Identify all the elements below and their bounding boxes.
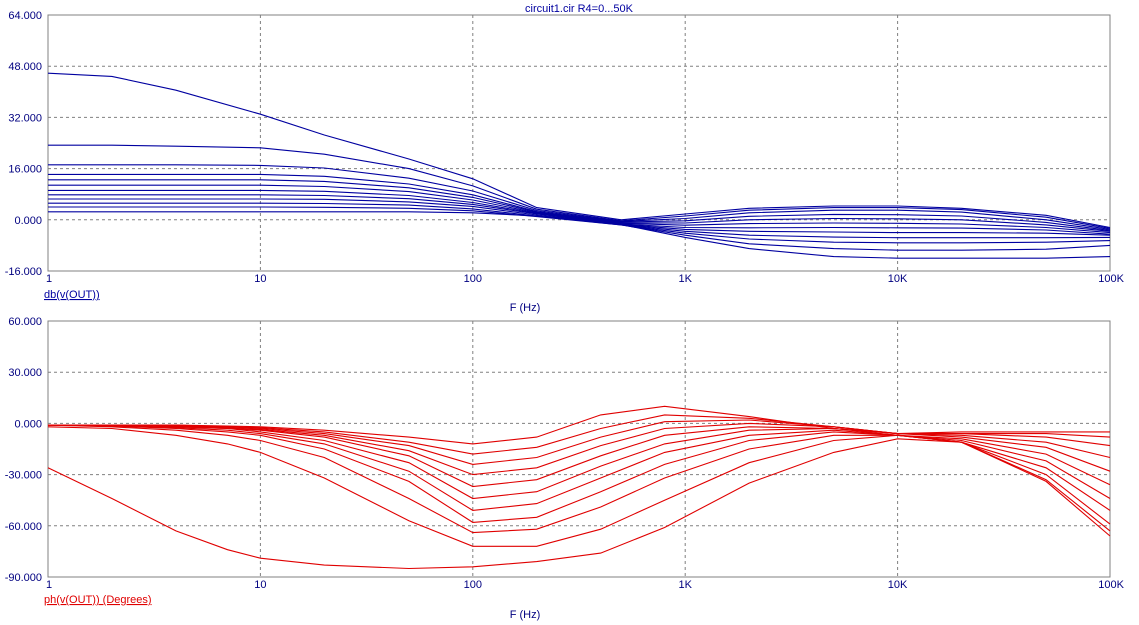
phase-series [47, 405, 1111, 570]
magnitude-curve-7 [48, 184, 1111, 234]
phase-y-tick-label: -60.000 [5, 521, 42, 533]
magnitude-curve-4 [48, 198, 1111, 239]
phase-curve-3 [48, 419, 1111, 465]
magnitude-y-tick-labels: 64.000 48.000 32.000 16.000 0.000 -16.000 [5, 10, 42, 278]
magnitude-y-tick-label: 48.000 [8, 61, 42, 73]
magnitude-y-axis-label[interactable]: db(v(OUT)) [44, 289, 100, 301]
magnitude-x-tick-label: 1K [678, 273, 692, 285]
magnitude-x-tick-label: 1 [46, 273, 52, 285]
phase-x-tick-label: 1K [678, 579, 692, 591]
phase-x-axis-label: F (Hz) [510, 609, 541, 621]
magnitude-x-axis-label: F (Hz) [510, 302, 541, 314]
magnitude-y-tick-label: 16.000 [8, 164, 42, 176]
magnitude-series [47, 72, 1111, 259]
magnitude-plot-frame [47, 14, 1111, 272]
phase-y-tick-label: 60.000 [8, 316, 42, 328]
magnitude-x-tick-labels: 1 10 100 1K 10K 100K [46, 273, 1125, 285]
magnitude-x-tick-label: 10 [254, 273, 266, 285]
magnitude-curve-8 [48, 179, 1111, 232]
phase-curve-7 [47, 424, 1111, 511]
phase-x-tick-label: 100 [464, 579, 482, 591]
magnitude-x-tick-label: 10K [888, 273, 908, 285]
chart-title: circuit1.cir R4=0...50K [525, 3, 634, 15]
phase-y-tick-labels: 60.000 30.000 0.000 -30.000 -60.000 -90.000 [5, 316, 42, 584]
magnitude-curve-10 [48, 164, 1111, 230]
magnitude-y-tick-label: 0.000 [14, 215, 42, 227]
phase-y-tick-label: 30.000 [8, 367, 42, 379]
phase-x-tick-label: 100K [1098, 579, 1124, 591]
magnitude-curve-11 [48, 144, 1111, 229]
phase-y-tick-label: -30.000 [5, 470, 42, 482]
phase-x-tick-label: 10 [254, 579, 266, 591]
magnitude-y-tick-label: 32.000 [8, 112, 42, 124]
magnitude-curve-6 [48, 189, 1111, 235]
phase-curve-4 [48, 422, 1111, 476]
magnitude-curve-9 [48, 173, 1111, 231]
phase-chart: 60.000 30.000 0.000 -30.000 -60.000 -90.000 1… [5, 316, 1125, 621]
magnitude-x-tick-label: 100K [1098, 273, 1124, 285]
phase-curve-6 [48, 424, 1111, 500]
phase-x-tick-label: 10K [888, 579, 908, 591]
phase-plot-frame [47, 320, 1111, 578]
magnitude-y-tick-label: -16.000 [5, 266, 42, 278]
phase-curve-11 [47, 438, 1111, 570]
phase-y-axis-label[interactable]: ph(v(OUT)) (Degrees) [44, 594, 152, 606]
magnitude-x-tick-label: 100 [464, 273, 482, 285]
magnitude-curve-3 [48, 202, 1111, 244]
phase-x-tick-label: 1 [46, 579, 52, 591]
phase-grid [48, 321, 1110, 577]
phase-x-tick-labels: 1 10 100 1K 10K 100K [46, 579, 1125, 591]
phase-y-tick-label: -90.000 [5, 572, 42, 584]
phase-y-tick-label: 0.000 [14, 418, 42, 430]
magnitude-chart: 64.000 48.000 32.000 16.000 0.000 -16.000 1 10… [5, 3, 1125, 314]
magnitude-curve-12 [47, 72, 1111, 229]
phase-curve-10 [47, 426, 1111, 547]
magnitude-y-tick-label: 64.000 [8, 10, 42, 22]
